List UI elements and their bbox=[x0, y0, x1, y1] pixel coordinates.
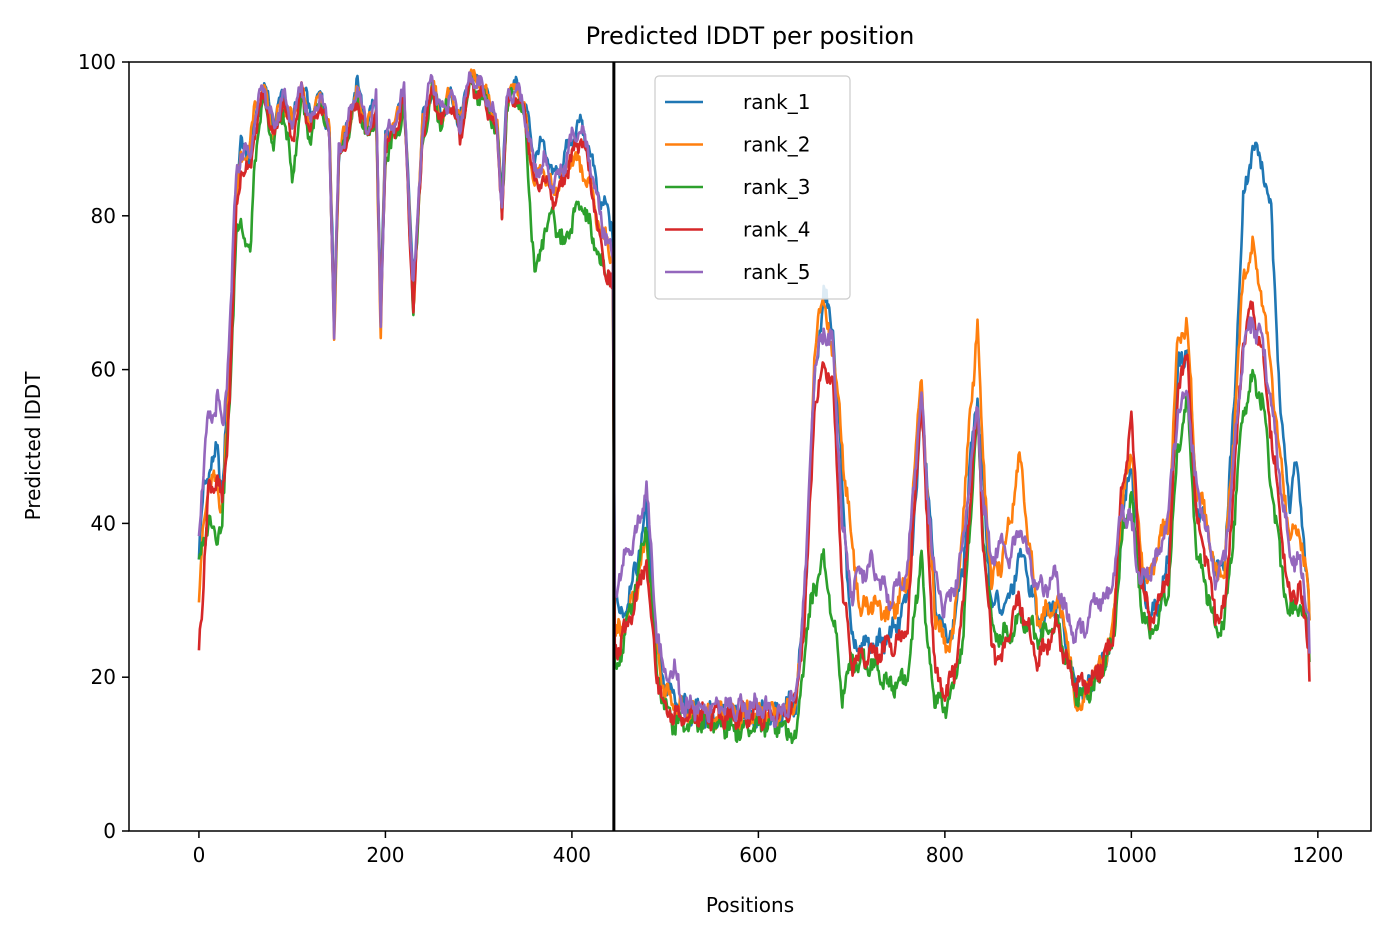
y-tick-label: 20 bbox=[91, 665, 116, 689]
y-tick-label: 0 bbox=[103, 819, 116, 843]
legend-label-rank_2: rank_2 bbox=[743, 133, 810, 157]
x-tick-label: 0 bbox=[193, 843, 206, 867]
x-tick-label: 200 bbox=[366, 843, 404, 867]
y-axis-label: Predicted lDDT bbox=[21, 371, 45, 521]
x-tick-label: 1200 bbox=[1292, 843, 1343, 867]
axis-ticks: 0 200 400 600 800 1000 1200 0 20 40 60 80 100 bbox=[78, 50, 1343, 867]
legend-label-rank_3: rank_3 bbox=[743, 175, 810, 199]
chart-title: Predicted lDDT per position bbox=[586, 22, 915, 50]
y-tick-label: 60 bbox=[91, 358, 116, 382]
x-axis-label: Positions bbox=[706, 893, 794, 917]
x-tick-label: 400 bbox=[553, 843, 591, 867]
legend: rank_1 rank_2 rank_3 rank_4 rank_5 bbox=[654, 75, 851, 300]
axes-frame bbox=[128, 61, 1372, 832]
plot-area bbox=[197, 62, 1311, 831]
legend-label-rank_4: rank_4 bbox=[743, 218, 810, 242]
y-tick-label: 100 bbox=[78, 50, 116, 74]
y-tick-label: 40 bbox=[91, 511, 116, 535]
legend-label-rank_1: rank_1 bbox=[743, 90, 810, 114]
y-tick-label: 80 bbox=[91, 204, 116, 228]
x-tick-label: 1000 bbox=[1106, 843, 1157, 867]
series-line-rank_5 bbox=[197, 71, 1311, 729]
x-tick-label: 800 bbox=[926, 843, 964, 867]
x-tick-label: 600 bbox=[739, 843, 777, 867]
legend-box bbox=[654, 75, 851, 300]
legend-label-rank_5: rank_5 bbox=[743, 260, 810, 284]
